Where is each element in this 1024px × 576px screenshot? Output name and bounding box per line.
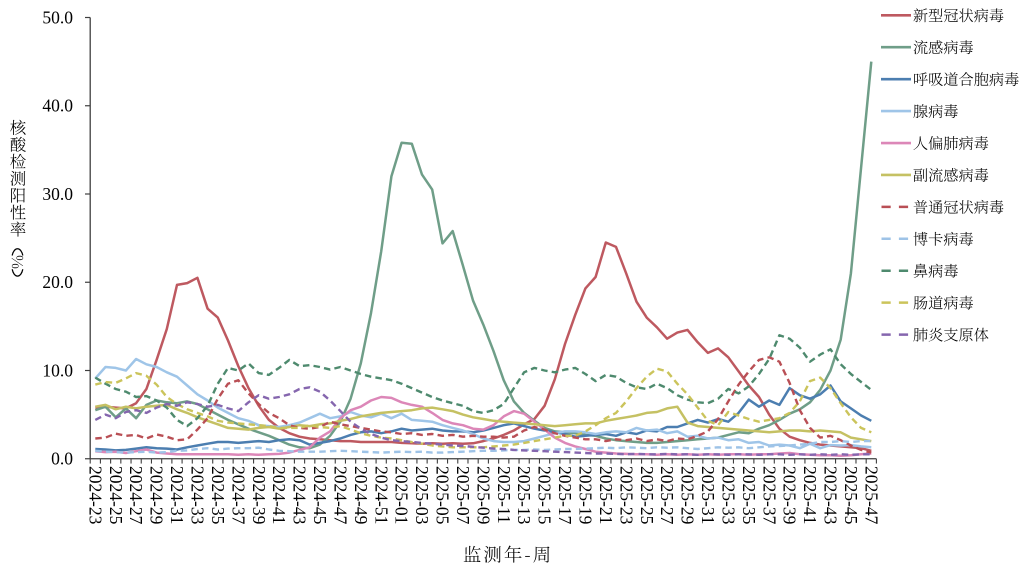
svg-text:50.0: 50.0 bbox=[42, 7, 73, 27]
svg-text:2025-03: 2025-03 bbox=[412, 466, 432, 525]
svg-text:2024-49: 2024-49 bbox=[351, 466, 371, 525]
svg-text:2024-23: 2024-23 bbox=[85, 466, 105, 525]
svg-text:2025-17: 2025-17 bbox=[555, 466, 575, 525]
svg-text:2024-35: 2024-35 bbox=[208, 466, 228, 525]
svg-text:2025-45: 2025-45 bbox=[841, 466, 861, 525]
svg-text:2025-29: 2025-29 bbox=[678, 466, 698, 525]
svg-text:2024-45: 2024-45 bbox=[310, 466, 330, 525]
svg-text:2025-09: 2025-09 bbox=[473, 466, 493, 525]
svg-text:2024-37: 2024-37 bbox=[228, 466, 248, 525]
svg-text:2025-21: 2025-21 bbox=[596, 466, 616, 524]
svg-text:2024-51: 2024-51 bbox=[371, 466, 391, 524]
svg-text:2025-39: 2025-39 bbox=[780, 466, 800, 525]
svg-text:2025-19: 2025-19 bbox=[576, 466, 596, 525]
svg-text:2024-47: 2024-47 bbox=[330, 466, 350, 525]
svg-text:2025-07: 2025-07 bbox=[453, 466, 473, 525]
svg-text:2025-47: 2025-47 bbox=[861, 466, 881, 525]
svg-text:2025-43: 2025-43 bbox=[821, 466, 841, 525]
svg-text:2025-33: 2025-33 bbox=[718, 466, 738, 525]
svg-text:2024-39: 2024-39 bbox=[249, 466, 269, 525]
svg-text:2025-35: 2025-35 bbox=[739, 466, 759, 525]
svg-text:20.0: 20.0 bbox=[42, 272, 73, 292]
svg-text:2025-01: 2025-01 bbox=[392, 466, 412, 524]
svg-text:2025-05: 2025-05 bbox=[433, 466, 453, 525]
svg-text:2024-27: 2024-27 bbox=[126, 466, 146, 525]
svg-text:10.0: 10.0 bbox=[42, 360, 73, 380]
svg-text:2025-27: 2025-27 bbox=[657, 466, 677, 525]
svg-text:2025-31: 2025-31 bbox=[698, 466, 718, 524]
svg-text:2025-11: 2025-11 bbox=[494, 466, 514, 524]
svg-text:2024-41: 2024-41 bbox=[269, 466, 289, 524]
svg-text:0.0: 0.0 bbox=[51, 449, 73, 469]
svg-text:2024-43: 2024-43 bbox=[290, 466, 310, 525]
svg-text:2025-25: 2025-25 bbox=[637, 466, 657, 525]
svg-text:2025-15: 2025-15 bbox=[535, 466, 555, 525]
svg-text:30.0: 30.0 bbox=[42, 184, 73, 204]
svg-text:2024-33: 2024-33 bbox=[188, 466, 208, 525]
svg-text:2024-25: 2024-25 bbox=[106, 466, 126, 525]
svg-text:2024-29: 2024-29 bbox=[147, 466, 167, 525]
svg-text:2024-31: 2024-31 bbox=[167, 466, 187, 524]
svg-text:40.0: 40.0 bbox=[42, 96, 73, 116]
svg-text:2025-37: 2025-37 bbox=[759, 466, 779, 525]
svg-text:2025-13: 2025-13 bbox=[514, 466, 534, 525]
svg-text:2025-23: 2025-23 bbox=[616, 466, 636, 525]
svg-text:2025-41: 2025-41 bbox=[800, 466, 820, 524]
